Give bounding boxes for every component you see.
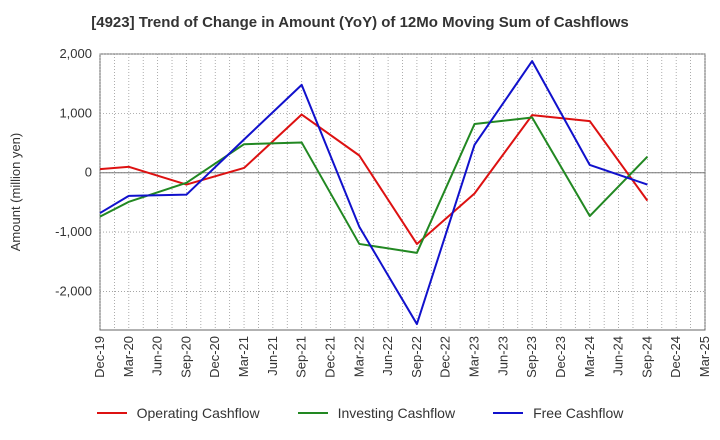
x-tick-label: Sep-20 [178, 336, 193, 378]
x-tick-label: Jun-21 [265, 336, 280, 376]
x-tick-label: Sep-24 [639, 336, 654, 378]
y-axis-title: Amount (million yen) [8, 133, 23, 252]
x-tick-label: Dec-19 [92, 336, 107, 378]
x-tick-labels: Dec-19 Mar-20 Jun-20 Sep-20 Dec-20 Mar-21 Jun-… [92, 336, 712, 378]
x-tick-label: Jun-20 [150, 336, 165, 376]
x-tick-label: Jun-22 [380, 336, 395, 376]
series-line-operating-cashflow [99, 113, 649, 245]
x-tick-label: Sep-23 [524, 336, 539, 378]
x-tick-label: Dec-21 [322, 336, 337, 378]
x-tick-label: Jun-23 [495, 336, 510, 376]
grid-layer [99, 53, 706, 330]
legend-item: Free Cashflow [493, 405, 623, 421]
x-tick-label: Mar-21 [236, 336, 251, 377]
series-line-investing-cashflow [99, 116, 649, 254]
x-tick-label: Dec-20 [207, 336, 222, 378]
y-tick-label: -2,000 [55, 283, 92, 298]
series-line-free-cashflow [99, 60, 648, 326]
legend-swatch [96, 412, 127, 414]
x-tick-label: Mar-23 [467, 336, 482, 377]
x-tick-label: Mar-24 [582, 336, 597, 377]
legend-swatch [493, 412, 524, 414]
legend: Operating Cashflow Investing Cashflow Free… [0, 405, 720, 421]
legend-item: Operating Cashflow [96, 405, 260, 421]
y-tick-label: 1,000 [59, 105, 92, 120]
x-tick-label: Mar-22 [351, 336, 366, 377]
x-tick-label: Dec-23 [553, 336, 568, 378]
legend-label: Operating Cashflow [136, 405, 260, 421]
legend-item: Investing Cashflow [297, 405, 456, 421]
series-layer [99, 60, 649, 326]
x-tick-label: Dec-22 [438, 336, 453, 378]
x-tick-label: Mar-20 [121, 336, 136, 377]
x-tick-label: Jun-24 [611, 336, 626, 376]
y-tick-label: 0 [85, 165, 92, 180]
legend-swatch [297, 412, 328, 414]
legend-label: Free Cashflow [533, 405, 624, 421]
y-tick-label: 2,000 [59, 46, 92, 61]
legend-label: Investing Cashflow [337, 405, 456, 421]
x-tick-label: Sep-22 [409, 336, 424, 378]
x-tick-label: Dec-24 [668, 336, 683, 378]
x-tick-label: Sep-21 [294, 336, 309, 378]
x-tick-label: Mar-25 [697, 336, 712, 377]
y-tick-labels: 2,000 1,000 0 -1,000 -2,000 [55, 46, 92, 298]
chart-title: [4923] Trend of Change in Amount (YoY) o… [91, 14, 629, 31]
y-tick-label: -1,000 [55, 224, 92, 239]
